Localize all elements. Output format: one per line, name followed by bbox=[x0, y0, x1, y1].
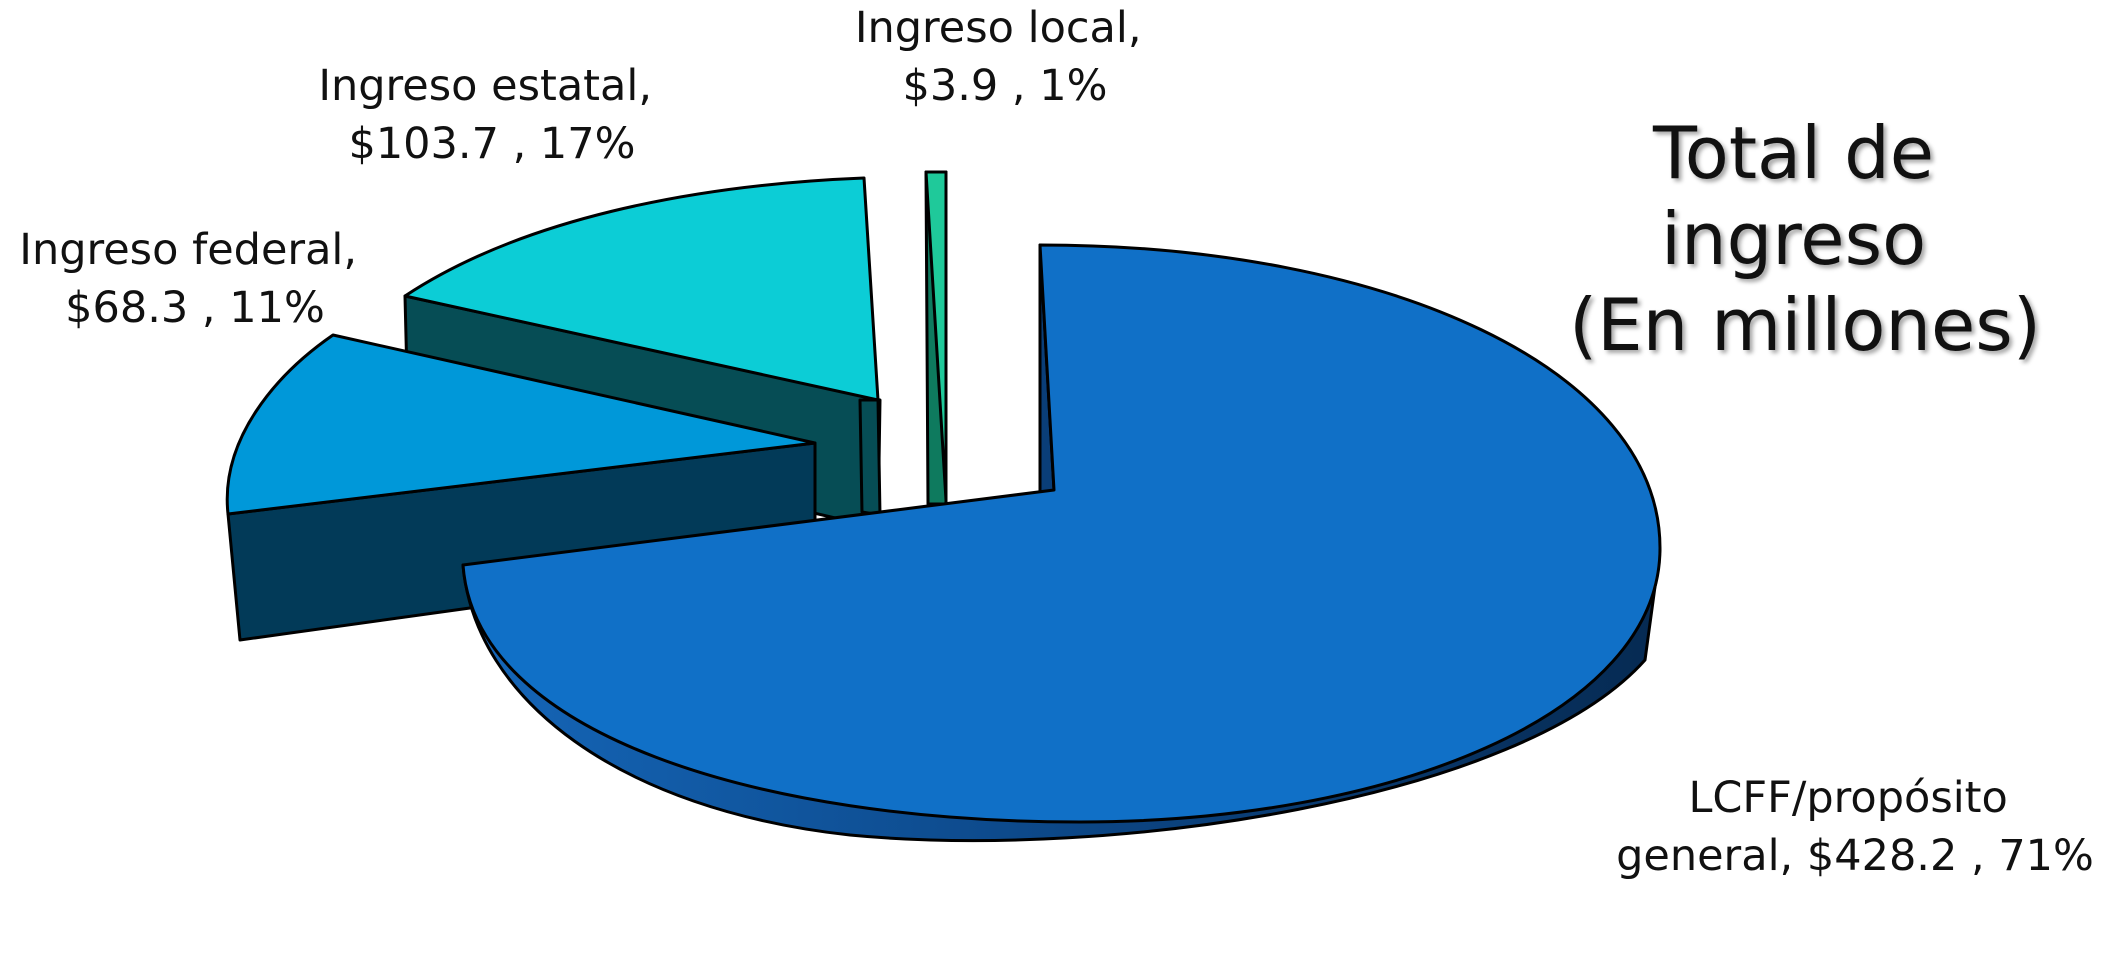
chart-title-line3: (En millones) bbox=[1569, 283, 2041, 367]
label-estatal-line2: $103.7 , 17% bbox=[348, 119, 635, 169]
label-local-line1: Ingreso local, bbox=[855, 3, 1142, 53]
label-lcff-line1: LCFF/propósito bbox=[1688, 773, 2007, 823]
slice-federal bbox=[225, 333, 817, 516]
chart-title-line1: Total de bbox=[1652, 111, 1934, 195]
label-estatal: Ingreso estatal, $103.7 , 17% bbox=[318, 61, 665, 169]
slice-labels: LCFF/propósito general, $428.2 , 71% Ing… bbox=[19, 3, 2094, 881]
slice-lcff bbox=[461, 243, 1662, 824]
label-lcff-line2: general, $428.2 , 71% bbox=[1616, 831, 2094, 881]
label-local: Ingreso local, $3.9 , 1% bbox=[855, 3, 1155, 111]
slice-tops bbox=[225, 170, 1662, 824]
slice-side-estatal-front bbox=[858, 398, 882, 517]
chart-title-line2: ingreso bbox=[1661, 197, 1926, 281]
label-lcff: LCFF/propósito general, $428.2 , 71% bbox=[1616, 773, 2094, 881]
label-estatal-line1: Ingreso estatal, bbox=[318, 61, 652, 111]
slice-local bbox=[924, 170, 948, 502]
slice-estatal bbox=[403, 176, 880, 402]
label-federal-line2: $68.3 , 11% bbox=[65, 283, 325, 333]
label-federal: Ingreso federal, $68.3 , 11% bbox=[19, 225, 370, 333]
chart-title: Total de ingreso (En millones) bbox=[1569, 111, 2041, 367]
label-local-line2: $3.9 , 1% bbox=[903, 61, 1108, 111]
label-federal-line1: Ingreso federal, bbox=[19, 225, 357, 275]
